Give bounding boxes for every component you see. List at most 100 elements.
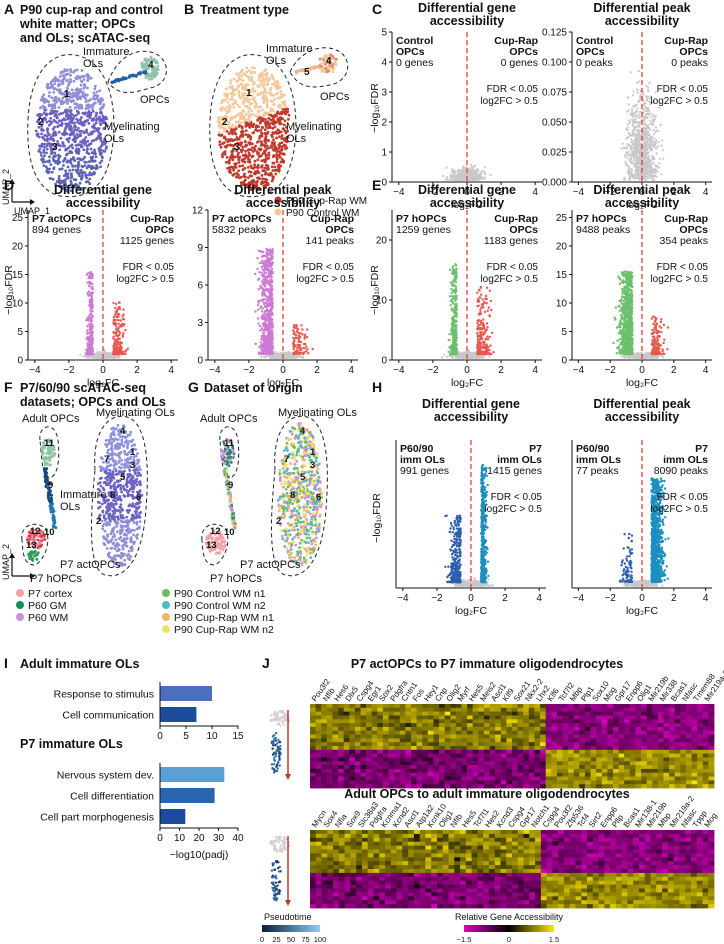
point-ns [644,110,647,113]
umap-point [245,66,249,70]
umap-point [223,141,226,144]
point-ns [651,140,654,143]
cluster-label: 3 [52,142,58,153]
umap-point [266,173,270,177]
point-ns [645,178,648,181]
point-ns [441,174,445,178]
umap-point [280,148,283,152]
umap-point [259,91,263,94]
umap-point [53,125,56,129]
umap-point [225,156,229,159]
umap-point [257,152,260,155]
point-ns [638,113,641,116]
umap-point [248,134,252,138]
umap-point [233,131,237,135]
umap-point [53,159,56,163]
point-ns [636,91,639,95]
umap-point [53,82,57,85]
point-ns [627,131,631,135]
point-ns [642,102,646,105]
group-left: 894 genes [32,224,81,236]
umap-point [265,147,269,151]
umap-point [238,155,242,159]
umap-point [66,72,70,76]
umap-point [79,79,83,83]
point-ns [466,173,469,176]
point-left [90,349,93,352]
umap-point [239,97,242,100]
point-ns [634,161,637,164]
umap-point [250,75,254,79]
umap-point [272,149,276,152]
umap-point [264,163,268,167]
umap-point [230,86,234,89]
umap-point [227,122,231,125]
umap-point [58,75,62,78]
x-tick-label: −4 [29,365,41,376]
umap-point [265,91,269,95]
umap-point [86,147,89,151]
point-ns [630,170,633,173]
umap-point [57,130,61,134]
point-ns [655,146,658,149]
y-tick-label: 2 [381,118,387,129]
umap-point [326,70,329,73]
umap-point [52,78,56,81]
umap-point [268,122,272,126]
umap-point [104,115,108,119]
point-ns [647,90,650,93]
point-left [91,325,94,329]
umap-point [239,175,243,179]
umap-point [59,112,63,115]
umap-point [38,144,42,148]
point-ns [283,354,286,357]
umap-point [86,86,89,90]
umap-point [259,140,263,144]
point-ns [626,123,629,126]
umap-point [273,168,277,172]
umap-point [66,117,69,121]
umap-point [234,100,238,104]
point-ns [96,355,99,359]
point-ns [656,170,660,173]
umap-point [65,137,69,141]
umap-point [72,178,76,181]
umap-point [257,176,261,180]
umap-point [275,132,279,135]
umap-point [71,146,75,150]
point-ns [653,144,657,147]
umap-point [251,154,255,158]
umap-point [75,103,79,106]
umap-point [90,117,94,121]
umap-point [84,174,88,178]
point-ns [651,170,655,173]
point-ns [652,128,655,132]
y-tick-label: 5 [381,28,387,39]
group-right: 0 peaks [671,57,708,69]
umap-point [53,109,57,113]
point-ns [285,351,288,354]
y-tick-label: 0.000 [542,178,567,189]
umap-point [123,76,127,81]
point-left [86,332,89,335]
point-right [116,337,119,341]
umap-point [233,116,237,119]
umap-point [261,71,264,75]
umap-point [43,160,47,164]
point-left [88,338,91,341]
panel-letter: D [4,177,14,193]
point-ns [631,134,634,137]
point-ns [654,130,657,133]
umap-point [81,141,85,145]
group-right: 1125 genes [120,235,174,247]
umap-point [239,121,243,125]
umap-point [238,105,242,109]
umap-point [91,109,95,113]
point-ns [470,173,473,176]
umap-point [259,116,262,120]
umap-point [61,78,65,82]
umap-point [93,148,96,152]
umap-point [89,147,93,151]
y-tick-label: 20 [12,242,24,253]
point-ns [630,141,633,144]
